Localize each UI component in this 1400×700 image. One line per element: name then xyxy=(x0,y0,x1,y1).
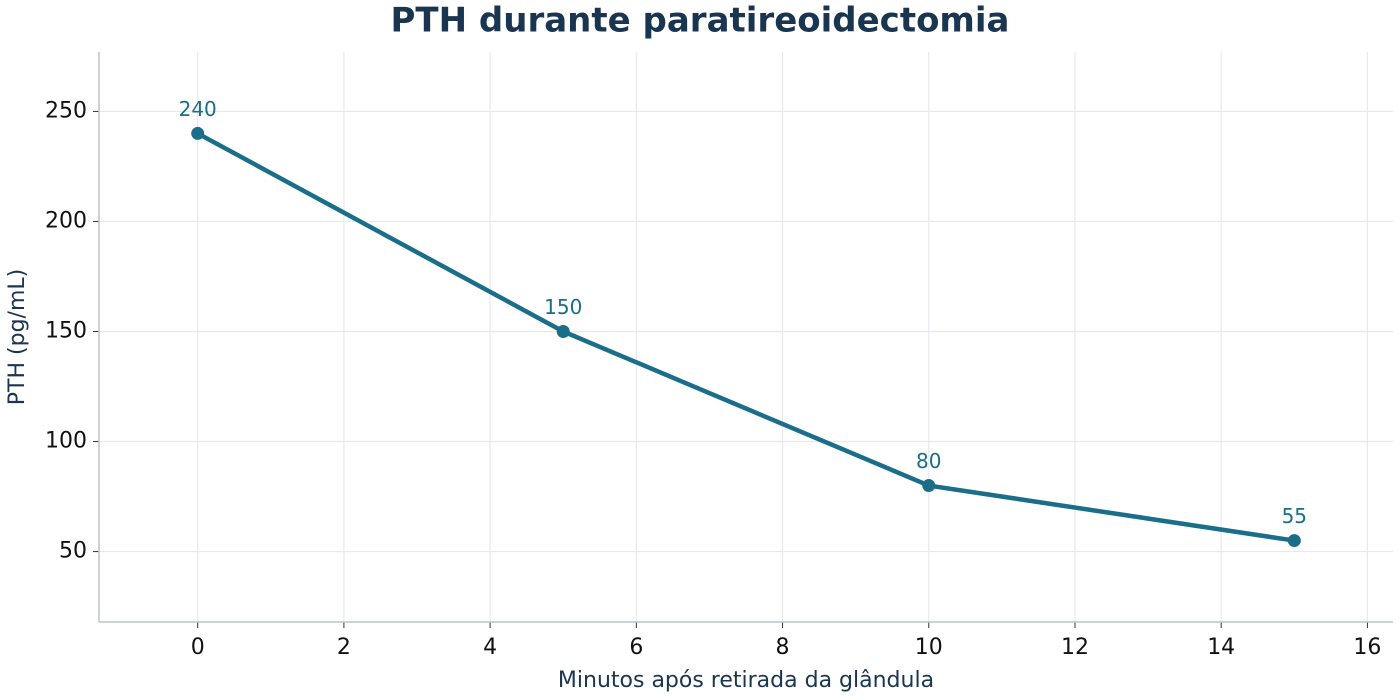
marker xyxy=(1287,534,1301,548)
x-tick-label: 0 xyxy=(191,635,205,660)
x-tick-label: 16 xyxy=(1353,635,1381,660)
x-tick-label: 10 xyxy=(915,635,943,660)
data-label: 240 xyxy=(179,97,217,121)
data-label: 80 xyxy=(916,449,941,473)
x-tick-label: 14 xyxy=(1207,635,1235,660)
x-axis-label: Minutos após retirada da glândula xyxy=(558,668,934,693)
marker xyxy=(191,126,205,140)
y-tick-label: 150 xyxy=(45,318,87,343)
y-axis-label: PTH (pg/mL) xyxy=(5,269,30,405)
x-tick-label: 12 xyxy=(1061,635,1089,660)
x-tick-label: 6 xyxy=(629,635,643,660)
line xyxy=(196,131,1295,543)
y-tick-label: 200 xyxy=(45,208,87,233)
data-label: 150 xyxy=(544,295,582,319)
marker xyxy=(556,324,570,338)
x-tick-label: 8 xyxy=(776,635,790,660)
y-tick-label: 100 xyxy=(45,429,87,454)
y-tick-label: 50 xyxy=(59,539,87,564)
x-tick-label: 2 xyxy=(337,635,351,660)
y-tick-label: 250 xyxy=(45,98,87,123)
chart-title: PTH durante paratireoidectomia xyxy=(391,1,1010,41)
x-tick-label: 4 xyxy=(483,635,497,660)
marker xyxy=(922,479,936,493)
data-label: 55 xyxy=(1282,504,1307,528)
